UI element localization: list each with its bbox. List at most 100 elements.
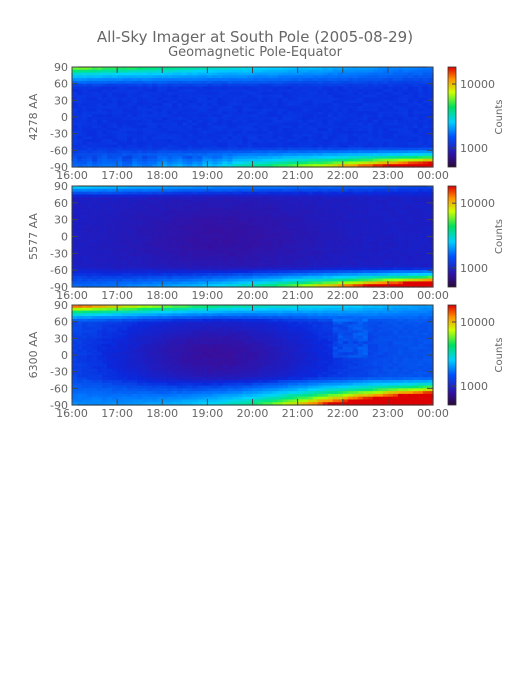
heatmap-cell (277, 222, 284, 226)
heatmap-cell (357, 264, 364, 268)
heatmap-cell (252, 117, 259, 121)
heatmap-cell (387, 103, 394, 107)
heatmap-cell (192, 103, 198, 107)
heatmap-cell (92, 250, 98, 254)
heatmap-cell (332, 197, 339, 201)
heatmap-cell (372, 216, 379, 221)
heatmap-cell (172, 97, 178, 101)
heatmap-cell (347, 228, 354, 232)
heatmap-cell (297, 139, 304, 143)
heatmap-cell (147, 94, 153, 99)
heatmap-cell (147, 83, 153, 88)
heatmap-cell (302, 103, 309, 107)
heatmap-cell (367, 284, 374, 288)
heatmap-cell (382, 256, 389, 260)
heatmap-cell (207, 214, 213, 218)
heatmap-cell (82, 186, 88, 190)
heatmap-cell (242, 83, 249, 88)
heatmap-cell (352, 253, 359, 257)
heatmap-cell (277, 205, 284, 210)
heatmap-cell (152, 133, 158, 138)
heatmap-cell (392, 92, 399, 96)
heatmap-cell (367, 270, 374, 274)
heatmap-cell (127, 136, 133, 140)
heatmap-cell (82, 97, 88, 101)
heatmap-cell (87, 258, 93, 263)
heatmap-cell (232, 164, 239, 168)
heatmap-cell (292, 228, 299, 232)
heatmap-cell (262, 117, 269, 121)
heatmap-cell (222, 194, 229, 198)
heatmap-cell (262, 270, 269, 274)
heatmap-cell (212, 97, 218, 101)
heatmap-cell (382, 275, 389, 280)
heatmap-cell (167, 256, 173, 260)
heatmap-cell (92, 117, 98, 121)
heatmap-cell (422, 100, 429, 104)
heatmap-cell (282, 264, 289, 268)
heatmap-cell (287, 272, 294, 277)
heatmap-cell (342, 208, 349, 212)
heatmap-cell (227, 205, 234, 210)
heatmap-cell (387, 250, 394, 254)
heatmap-cell (257, 250, 264, 254)
heatmap-cell (82, 236, 88, 240)
heatmap-cell (192, 122, 198, 126)
heatmap-cell (102, 117, 108, 121)
heatmap-cell (317, 186, 324, 190)
heatmap-cell (237, 119, 244, 124)
heatmap-cell (187, 86, 193, 90)
heatmap-cell (162, 72, 168, 76)
heatmap-cell (177, 256, 183, 260)
heatmap-cell (72, 80, 78, 85)
heatmap-cell (82, 233, 88, 238)
heatmap-cell (297, 69, 304, 74)
heatmap-cell (97, 191, 103, 196)
heatmap-cell (142, 225, 148, 229)
heatmap-cell (187, 272, 193, 277)
heatmap-cell (117, 208, 123, 212)
heatmap-cell (132, 275, 138, 280)
heatmap-cell (372, 200, 379, 204)
heatmap-cell (322, 253, 329, 257)
heatmap-cell (292, 94, 299, 99)
heatmap-cell (102, 144, 108, 149)
heatmap-cell (117, 281, 123, 285)
heatmap-cell (292, 256, 299, 260)
heatmap-cell (302, 258, 309, 263)
heatmap-cell (132, 253, 138, 257)
heatmap-cell (232, 194, 239, 198)
heatmap-cell (217, 230, 224, 235)
heatmap-cell (217, 211, 224, 215)
heatmap-cell (347, 188, 354, 193)
heatmap-cell (157, 161, 163, 165)
heatmap-cell (222, 136, 229, 140)
heatmap-cell (397, 78, 404, 82)
heatmap-cell (242, 205, 249, 210)
heatmap-cell (187, 153, 193, 157)
heatmap-cell (227, 108, 234, 113)
heatmap-cell (342, 80, 349, 85)
heatmap-cell (212, 75, 218, 79)
heatmap-cell (397, 153, 404, 157)
heatmap-cell (72, 272, 78, 277)
heatmap-cell (197, 103, 203, 107)
heatmap-cell (82, 128, 88, 132)
heatmap-cell (122, 242, 128, 246)
heatmap-cell (367, 242, 374, 246)
heatmap-cell (162, 205, 168, 210)
heatmap-cell (317, 117, 324, 121)
heatmap-cell (97, 236, 103, 240)
heatmap-cell (347, 233, 354, 238)
heatmap-cell (97, 261, 103, 266)
heatmap-cell (197, 191, 203, 196)
heatmap-cell (247, 244, 254, 249)
heatmap-cell (72, 219, 78, 224)
heatmap-cell (122, 244, 128, 249)
heatmap-cell (252, 205, 259, 210)
heatmap-cell (337, 225, 344, 229)
heatmap-cell (382, 144, 389, 149)
heatmap-cell (197, 272, 203, 277)
heatmap-cell (387, 78, 394, 82)
heatmap-cell (402, 142, 409, 146)
